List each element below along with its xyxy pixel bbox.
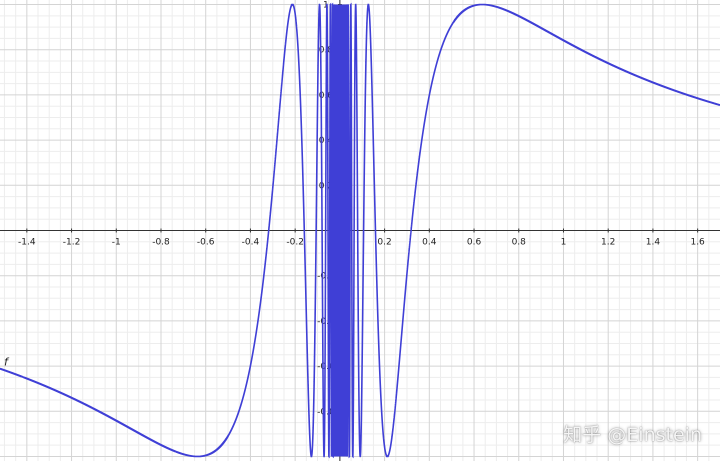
watermark: 知乎 @Einstein	[563, 424, 702, 446]
function-label: f	[4, 356, 10, 369]
x-tick-labels: -1.4 -1.2 -1 -0.8 -0.6 -0.4 -0.2 0 0.2 0.4 0.6 0.8 1…	[18, 228, 705, 248]
x-tick-label: 1	[561, 238, 567, 248]
x-tick-label: 1.4	[646, 238, 661, 248]
x-tick-label: 0.8	[512, 238, 527, 248]
x-tick-label: -0.2	[286, 238, 304, 248]
x-tick-label: -0.6	[197, 238, 215, 248]
y-tick-label: 1	[323, 1, 329, 11]
x-tick-label: 0.4	[422, 238, 437, 248]
y-tick-label: -0.6	[317, 362, 335, 372]
x-tick-label: -0.8	[152, 238, 170, 248]
x-tick-label: 1.6	[690, 238, 705, 248]
x-tick-label: -1	[112, 238, 121, 248]
x-tick-label: -1.4	[18, 238, 36, 248]
x-tick-label: 0.6	[467, 238, 482, 248]
y-tick-label: -0.8	[317, 407, 335, 417]
x-tick-label: -0.4	[242, 238, 260, 248]
x-tick-label: 0.2	[377, 238, 391, 248]
x-tick-label: -1.2	[63, 238, 81, 248]
x-tick-label: 1.2	[601, 238, 615, 248]
